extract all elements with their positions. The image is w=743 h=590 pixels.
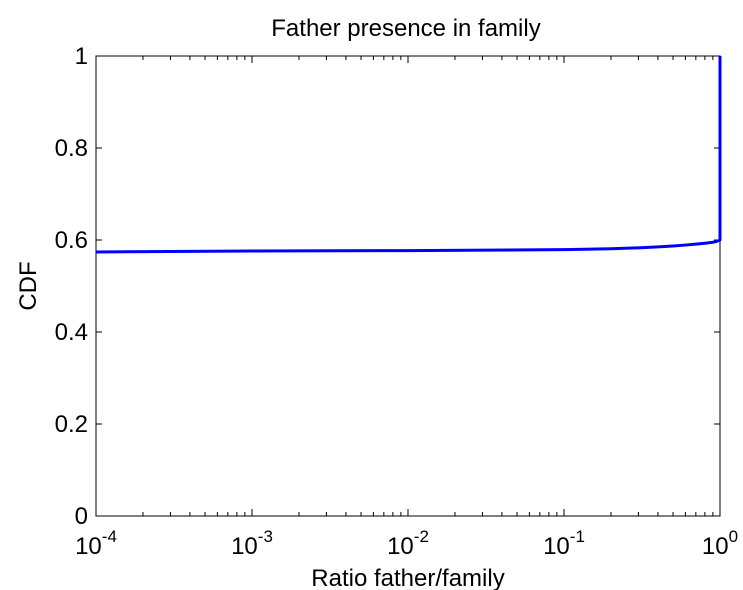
x-tick-label: 10-4 <box>75 527 117 560</box>
y-tick-label: 0.4 <box>55 319 88 346</box>
x-tick-label-exponent: -1 <box>570 527 585 546</box>
y-tick-label: 0.8 <box>55 135 88 162</box>
x-tick-label-base: 10 <box>702 533 729 560</box>
plot-area <box>95 55 721 517</box>
y-tick-label: 0 <box>75 503 88 530</box>
x-tick-label-exponent: -2 <box>414 527 429 546</box>
x-tick-label-exponent: -3 <box>258 527 273 546</box>
series-layer <box>95 56 722 254</box>
x-axis: 10-4 10-3 10-2 10-1 100 <box>75 56 738 560</box>
x-tick-label-exponent: 0 <box>729 527 738 546</box>
x-tick-label-base: 10 <box>387 533 414 560</box>
x-tick-label: 100 <box>702 527 738 560</box>
y-axis: 0 0.2 0.4 0.6 0.8 1 <box>55 43 720 530</box>
x-tick-label: 10-1 <box>543 527 585 560</box>
x-tick-label-exponent: -4 <box>102 527 117 546</box>
y-tick-label: 0.2 <box>55 411 88 438</box>
y-tick-label: 0.6 <box>55 227 88 254</box>
chart-title: Father presence in family <box>271 15 540 42</box>
y-axis-label: CDF <box>15 261 42 310</box>
x-tick-label-base: 10 <box>543 533 570 560</box>
x-tick-label-base: 10 <box>231 533 258 560</box>
x-axis-label: Ratio father/family <box>311 565 504 590</box>
cdf-series-line <box>95 56 722 254</box>
x-tick-label: 10-2 <box>387 527 429 560</box>
x-tick-label: 10-3 <box>231 527 273 560</box>
y-tick-label: 1 <box>75 43 88 70</box>
x-tick-label-base: 10 <box>75 533 102 560</box>
